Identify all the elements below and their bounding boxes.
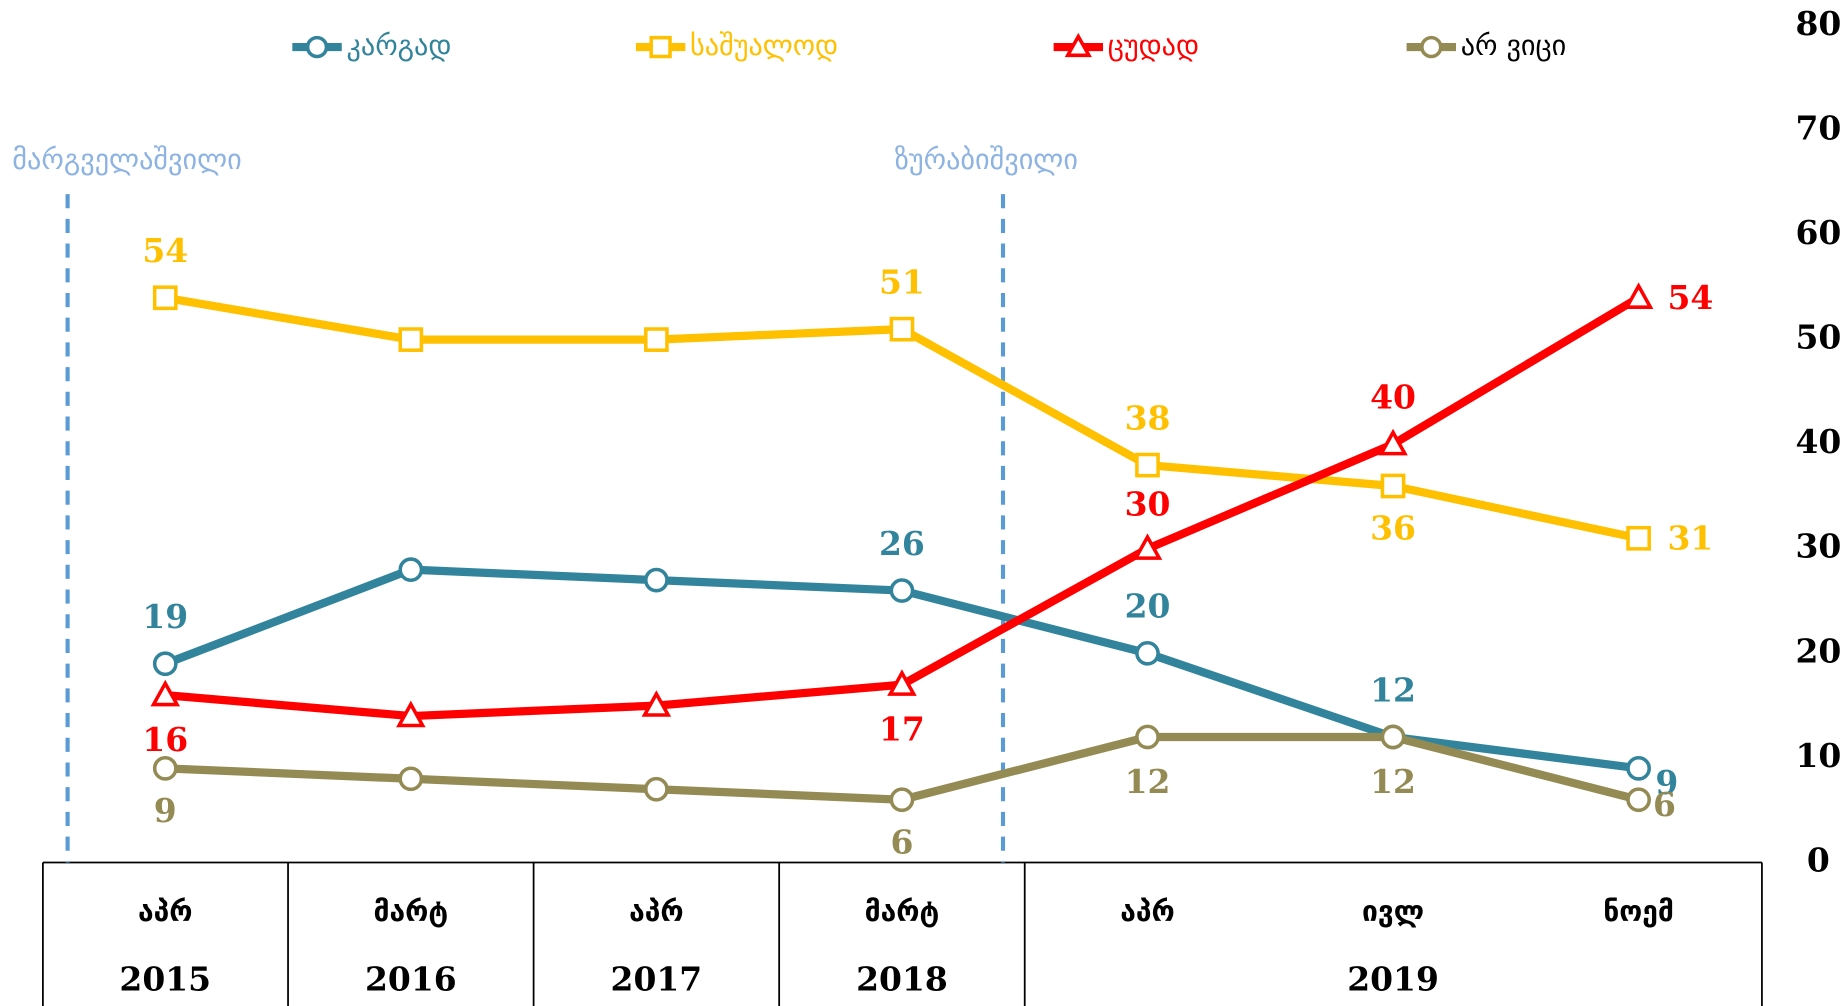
data-label: 19 — [142, 597, 188, 636]
point — [1135, 724, 1160, 750]
point — [889, 578, 915, 603]
data-label: 31 — [1667, 519, 1713, 558]
legend-label: არ ვიცი — [1461, 29, 1567, 62]
point — [150, 679, 181, 707]
y-tick-label: 20 — [1795, 631, 1841, 670]
point — [1380, 724, 1406, 750]
point — [1626, 787, 1651, 813]
y-tick-label: 70 — [1795, 108, 1841, 147]
y-tick-label: 30 — [1795, 527, 1841, 566]
legend-marker — [1064, 32, 1092, 58]
x-tick-label: მარტ — [865, 895, 940, 928]
data-label: 54 — [142, 231, 188, 270]
point — [398, 327, 424, 352]
y-tick-label: 10 — [1795, 736, 1841, 775]
series-line — [164, 294, 1641, 721]
point — [398, 766, 424, 792]
point — [152, 755, 178, 781]
data-label: 51 — [879, 262, 925, 301]
point — [1135, 452, 1160, 478]
y-tick-label: 40 — [1795, 422, 1841, 461]
data-label: 9 — [154, 791, 177, 830]
legend-item: საშუალოდ — [635, 29, 838, 62]
annotation: მარგველაშვილი — [12, 143, 241, 176]
legend-item: კარგად — [292, 29, 451, 62]
y-tick-label: 80 — [1795, 4, 1841, 43]
x-tick-label: აპრ — [629, 895, 683, 928]
point — [1135, 640, 1160, 666]
point — [1380, 473, 1406, 499]
year-label: 2016 — [365, 959, 457, 998]
x-tick-label: აპრ — [1120, 895, 1174, 928]
point — [398, 557, 424, 583]
data-label: 40 — [1370, 377, 1416, 416]
legend-label: კარგად — [346, 29, 451, 62]
data-label: 30 — [1125, 484, 1171, 523]
data-label: 38 — [1125, 398, 1171, 437]
legend-marker — [649, 35, 672, 59]
year-label: 2019 — [1347, 959, 1439, 998]
data-label: 54 — [1667, 278, 1713, 317]
year-label: 2015 — [119, 959, 211, 998]
x-tick-label: ივლ — [1362, 895, 1424, 928]
point — [644, 327, 669, 352]
year-label: 2017 — [611, 959, 703, 998]
y-tick-label: 50 — [1795, 318, 1841, 357]
data-label: 9 — [1655, 763, 1678, 802]
point — [1623, 282, 1654, 309]
x-tick-label: აპრ — [138, 895, 192, 928]
x-tick-label: მარტ — [373, 895, 448, 928]
point — [641, 690, 672, 717]
x-tick-label: ნოემ — [1603, 895, 1674, 928]
annotation: ზურაბიშვილი — [895, 143, 1078, 176]
year-label: 2018 — [856, 959, 948, 998]
point — [887, 669, 917, 696]
legend-label: ცუდად — [1108, 29, 1199, 62]
point — [1626, 525, 1651, 551]
legend-item: არ ვიცი — [1406, 29, 1567, 62]
legend-marker — [1420, 35, 1443, 59]
point — [889, 316, 915, 342]
point — [1626, 755, 1651, 781]
point — [644, 776, 669, 802]
legend-marker — [305, 35, 329, 59]
point — [1132, 533, 1163, 560]
data-label: 12 — [1370, 670, 1416, 709]
point — [152, 651, 178, 677]
y-tick-label: 0 — [1807, 840, 1830, 879]
legend-item: ცუდად — [1053, 29, 1199, 62]
data-label: 26 — [879, 524, 925, 563]
y-tick-label: 60 — [1795, 213, 1841, 252]
data-label: 12 — [1125, 762, 1171, 801]
point — [396, 700, 426, 728]
data-label: 6 — [890, 822, 913, 861]
point — [889, 787, 915, 813]
legend-label: საშუალოდ — [690, 29, 838, 62]
point — [644, 567, 669, 593]
data-label: 20 — [1125, 587, 1171, 626]
data-label: 12 — [1370, 762, 1416, 801]
data-label: 16 — [142, 720, 188, 759]
data-label: 36 — [1370, 509, 1416, 548]
point — [152, 285, 178, 311]
point — [1378, 428, 1408, 456]
data-label: 6 — [1653, 785, 1676, 824]
data-label: 17 — [879, 710, 925, 749]
